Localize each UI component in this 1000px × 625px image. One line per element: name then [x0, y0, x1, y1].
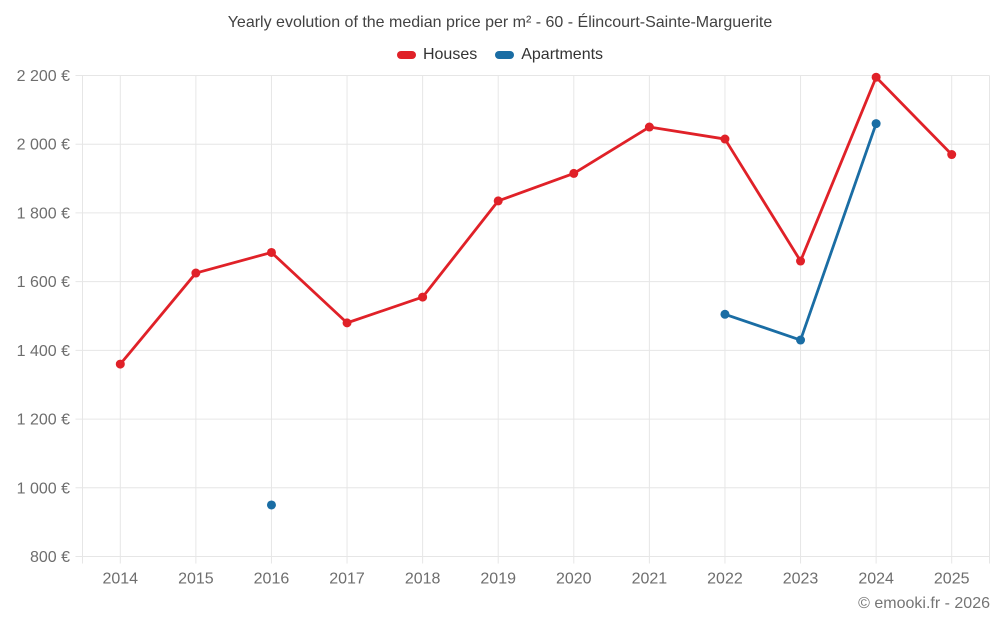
x-axis-tick-label-2023: 2023 — [783, 571, 819, 588]
data-point-apartments-2023[interactable] — [796, 335, 806, 345]
data-point-houses-2019[interactable] — [493, 196, 503, 206]
x-axis-tick-label-2019: 2019 — [480, 571, 516, 588]
chart-title: Yearly evolution of the median price per… — [227, 14, 773, 31]
data-point-houses-2021[interactable] — [644, 122, 654, 132]
data-point-apartments-2022[interactable] — [720, 309, 730, 319]
y-axis-tick-label: 1 400 € — [17, 343, 70, 360]
y-axis-tick-label: 2 200 € — [17, 68, 70, 85]
data-point-houses-2015[interactable] — [191, 268, 201, 278]
data-point-houses-2018[interactable] — [418, 292, 428, 302]
chart-legend: Houses Apartments — [0, 46, 1000, 64]
data-point-houses-2025[interactable] — [947, 150, 957, 160]
x-axis-tick-label-2024: 2024 — [858, 571, 894, 588]
houses-series-swatch-icon — [396, 51, 416, 59]
y-axis-tick-label: 1 000 € — [17, 480, 70, 497]
y-axis-tick-label: 1 200 € — [17, 412, 70, 429]
apartments-series-swatch-icon — [495, 51, 515, 59]
x-axis-tick-label-2020: 2020 — [556, 571, 592, 588]
x-axis-tick-label-2022: 2022 — [707, 571, 743, 588]
houses-legend-label: Houses — [422, 46, 478, 63]
x-axis-tick-label-2021: 2021 — [632, 571, 668, 588]
legend-item-houses[interactable]: Houses — [396, 46, 478, 64]
legend-item-apartments[interactable]: Apartments — [495, 46, 603, 64]
apartments-legend-label: Apartments — [521, 46, 604, 63]
x-axis-tick-label-2014: 2014 — [102, 571, 138, 588]
data-point-houses-2020[interactable] — [569, 168, 579, 178]
data-point-houses-2017[interactable] — [342, 318, 352, 328]
copyright-notice: © emooki.fr - 2026 — [858, 595, 990, 612]
data-point-houses-2024[interactable] — [871, 72, 881, 82]
x-axis-tick-label-2025: 2025 — [934, 571, 970, 588]
y-axis-tick-label: 800 € — [30, 549, 70, 566]
x-axis-tick-label-2018: 2018 — [405, 571, 441, 588]
data-point-houses-2016[interactable] — [266, 247, 276, 257]
x-axis-tick-label-2016: 2016 — [254, 571, 290, 588]
x-axis-tick-label-2015: 2015 — [178, 571, 214, 588]
data-point-houses-2023[interactable] — [796, 256, 806, 266]
data-point-houses-2022[interactable] — [720, 134, 730, 144]
y-axis-tick-label: 2 000 € — [17, 137, 70, 154]
series-line-houses — [118, 75, 954, 366]
data-point-houses-2014[interactable] — [115, 359, 125, 369]
y-axis-tick-label: 1 800 € — [17, 205, 70, 222]
data-point-apartments-2016[interactable] — [266, 500, 276, 510]
y-axis-tick-label: 1 600 € — [17, 274, 70, 291]
data-point-apartments-2024[interactable] — [871, 119, 881, 129]
x-axis-tick-label-2017: 2017 — [329, 571, 365, 588]
